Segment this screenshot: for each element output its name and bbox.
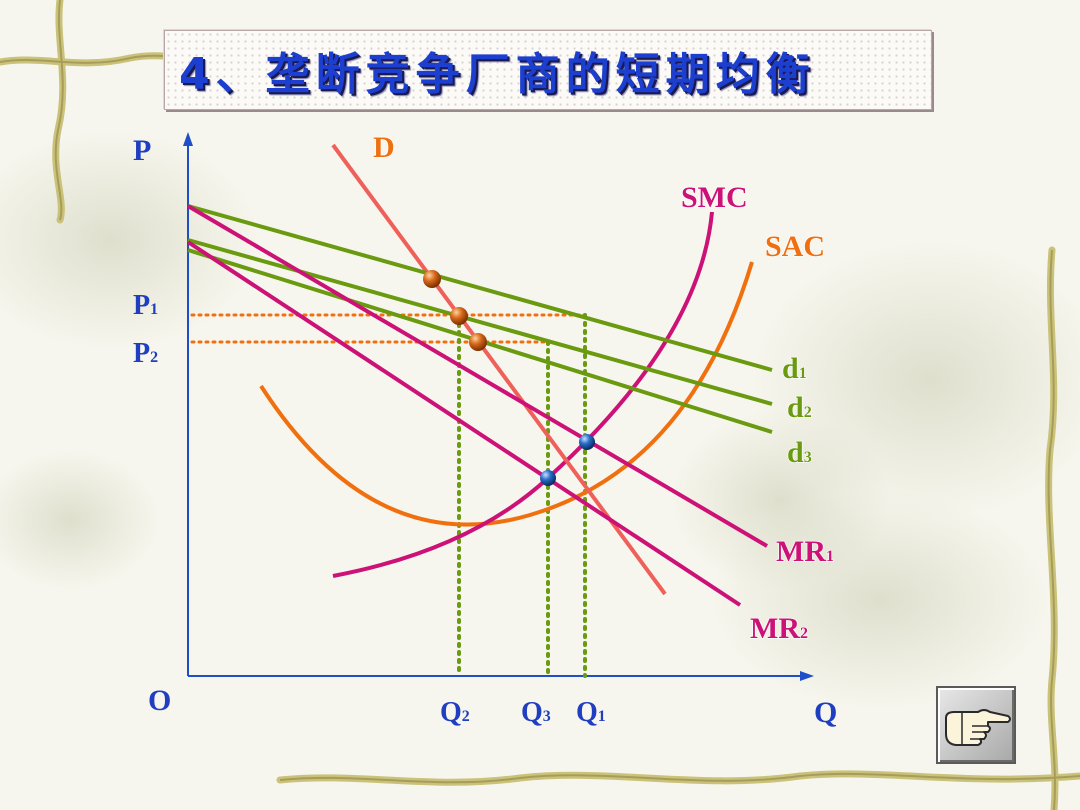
title-box: 4、垄断竞争厂商的短期均衡 [164, 30, 932, 110]
d2-label: d2 [787, 391, 812, 424]
mr1-label: MR1 [776, 535, 834, 568]
point-d3-d [469, 333, 487, 351]
next-slide-button[interactable] [936, 686, 1016, 764]
pointing-hand-icon [945, 709, 1011, 746]
point-mr1-smc [579, 434, 595, 450]
d-curve-label: D [373, 131, 395, 164]
q1-label: Q1 [576, 697, 606, 728]
q2-label: Q2 [440, 697, 470, 728]
x-axis-arrow [800, 671, 814, 681]
point-d1-d [423, 270, 441, 288]
p1-label: P1 [133, 290, 158, 321]
y-axis-label: P [133, 134, 151, 167]
sac-curve [259, 261, 754, 527]
d1-curve [187, 204, 773, 372]
x-axis-label: Q [814, 696, 837, 729]
equilibrium-points [423, 270, 595, 486]
mr2-label: MR2 [750, 612, 808, 645]
origin-label: O [148, 684, 171, 717]
mr2-curve [186, 240, 742, 607]
point-mr2-smc [540, 470, 556, 486]
d1-label: d1 [782, 352, 807, 385]
q3-label: Q3 [521, 697, 551, 728]
p2-label: P2 [133, 338, 158, 369]
y-axis-arrow [183, 132, 193, 146]
d3-label: d3 [787, 436, 812, 469]
sac-label: SAC [765, 230, 825, 263]
smc-label: SMC [681, 181, 748, 214]
mr1-curve [186, 204, 769, 548]
page-title: 4、垄断竞争厂商的短期均衡 [179, 49, 816, 100]
smc-curve [332, 211, 714, 578]
point-d2-d [450, 307, 468, 325]
d2-curve [187, 238, 773, 406]
axes [183, 132, 814, 681]
